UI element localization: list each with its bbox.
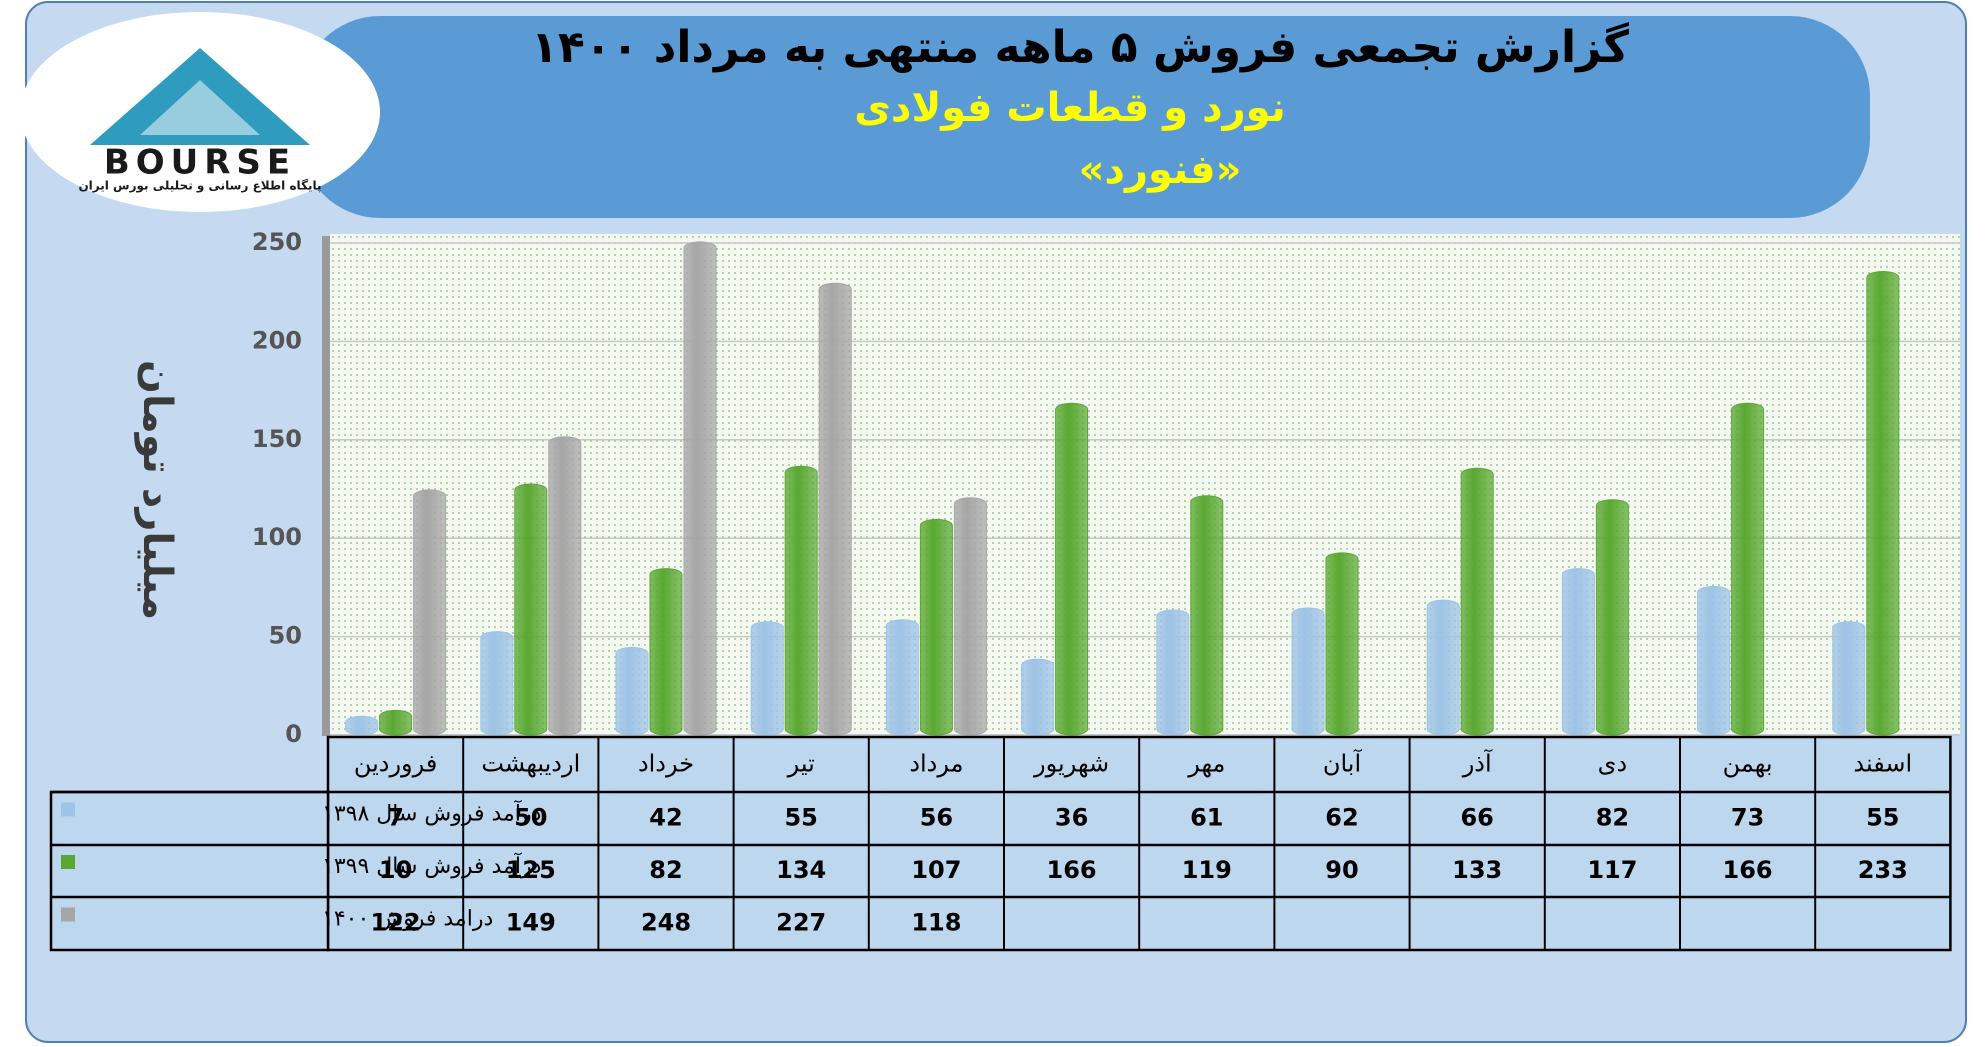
- table-value: 118: [911, 909, 961, 937]
- x-tick-label: آبان: [1323, 749, 1363, 778]
- bar: [885, 619, 919, 736]
- table-value: 50: [514, 804, 547, 832]
- bar: [1460, 467, 1494, 736]
- table-value: 61: [1190, 804, 1223, 832]
- bar: [480, 631, 514, 736]
- bar: [1190, 495, 1224, 736]
- x-tick-label: دی: [1598, 750, 1627, 778]
- table-value: 248: [641, 909, 691, 937]
- plot-area: [330, 234, 1960, 734]
- legend-label: درامد فروش ۱۴۰۰: [322, 907, 493, 932]
- chart-symbol: «فنورد»: [1079, 147, 1242, 193]
- banner: [300, 16, 1870, 218]
- table-value: 55: [784, 804, 817, 832]
- legend-label: درآمد فروش سال ۱۳۹۸: [322, 800, 541, 827]
- bar: [1832, 621, 1866, 736]
- table-value: 82: [649, 856, 682, 884]
- bar: [1866, 270, 1900, 736]
- bar: [683, 241, 717, 736]
- table-value: 73: [1731, 804, 1764, 832]
- bar: [615, 646, 649, 736]
- table-value: 66: [1460, 804, 1493, 832]
- legend-swatch: [61, 907, 75, 922]
- table-value: 166: [1723, 856, 1773, 884]
- table-value: 82: [1596, 804, 1629, 832]
- table-value: 122: [371, 909, 421, 937]
- table-value: 227: [776, 909, 826, 937]
- bar: [548, 436, 582, 736]
- table-value: 149: [506, 909, 556, 937]
- table-value: 56: [920, 804, 953, 832]
- bar: [1156, 609, 1190, 736]
- table-row-headers: [49, 790, 330, 952]
- x-tick-label: آذر: [1462, 749, 1493, 778]
- table-value: 55: [1866, 804, 1899, 832]
- table-value: 133: [1452, 856, 1502, 884]
- table-value: 90: [1325, 856, 1358, 884]
- bar: [919, 518, 953, 736]
- y-axis-label: میلیارد تومان: [134, 360, 180, 620]
- legend-label: درآمد فروش سال ۱۳۹۹: [322, 852, 541, 879]
- bar: [413, 489, 447, 736]
- bar: [784, 465, 818, 736]
- bar: [1731, 402, 1765, 736]
- x-tick-label: اردیبهشت: [481, 750, 580, 778]
- y-tick-label: 250: [252, 228, 302, 256]
- logo: BOURSE پایگاه اطلاع رسانی و تحلیلی بورس …: [20, 12, 380, 212]
- x-tick-label: اسفند: [1853, 750, 1912, 778]
- bar: [1325, 552, 1359, 736]
- logo-tagline: پایگاه اطلاع رسانی و تحلیلی بورس ایران: [78, 179, 321, 194]
- x-tick-label: تیر: [787, 750, 815, 778]
- table-value: 107: [911, 856, 961, 884]
- bar: [379, 709, 413, 736]
- y-tick-label: 0: [285, 720, 302, 748]
- legend-swatch: [61, 855, 75, 869]
- y-tick-label: 50: [269, 622, 302, 650]
- chart-subtitle: نورد و قطعات فولادی: [854, 85, 1285, 131]
- table-value: 117: [1587, 856, 1637, 884]
- x-tick-label: شهریور: [1033, 750, 1109, 778]
- y-tick-label: 150: [252, 425, 302, 453]
- bar: [1055, 402, 1089, 736]
- table-value: 166: [1047, 856, 1097, 884]
- x-tick-label: مرداد: [909, 750, 963, 778]
- legend-swatch: [61, 802, 75, 817]
- table-value: 42: [649, 804, 682, 832]
- bar: [649, 568, 683, 736]
- table-value: 134: [776, 856, 826, 884]
- y-tick-label: 200: [252, 326, 302, 354]
- table-value: 119: [1182, 856, 1232, 884]
- table-value: 7: [387, 804, 404, 832]
- bar: [1426, 599, 1460, 736]
- bar: [514, 483, 548, 736]
- table-value: 36: [1055, 804, 1088, 832]
- bar: [1561, 568, 1595, 736]
- x-tick-label: خرداد: [638, 750, 694, 778]
- table-value: 10: [379, 856, 412, 884]
- bar: [1595, 499, 1629, 736]
- plot-wall: [322, 236, 330, 736]
- bar: [818, 282, 852, 736]
- x-tick-label: فروردین: [354, 750, 438, 778]
- x-tick-label: بهمن: [1723, 750, 1773, 778]
- bar: [1291, 607, 1325, 736]
- bar: [953, 497, 987, 736]
- bar: [1697, 585, 1731, 736]
- logo-name: BOURSE: [104, 143, 296, 183]
- table-value: 233: [1858, 856, 1908, 884]
- bar: [345, 715, 379, 736]
- chart-title: گزارش تجمعی فروش ۵ ماهه منتهی به مرداد ۱…: [531, 21, 1629, 73]
- table-value: 125: [506, 856, 556, 884]
- bar: [750, 621, 784, 736]
- y-tick-label: 100: [252, 523, 302, 551]
- bar: [1021, 658, 1055, 736]
- table-value: 62: [1325, 804, 1358, 832]
- x-tick-label: مهر: [1187, 750, 1225, 778]
